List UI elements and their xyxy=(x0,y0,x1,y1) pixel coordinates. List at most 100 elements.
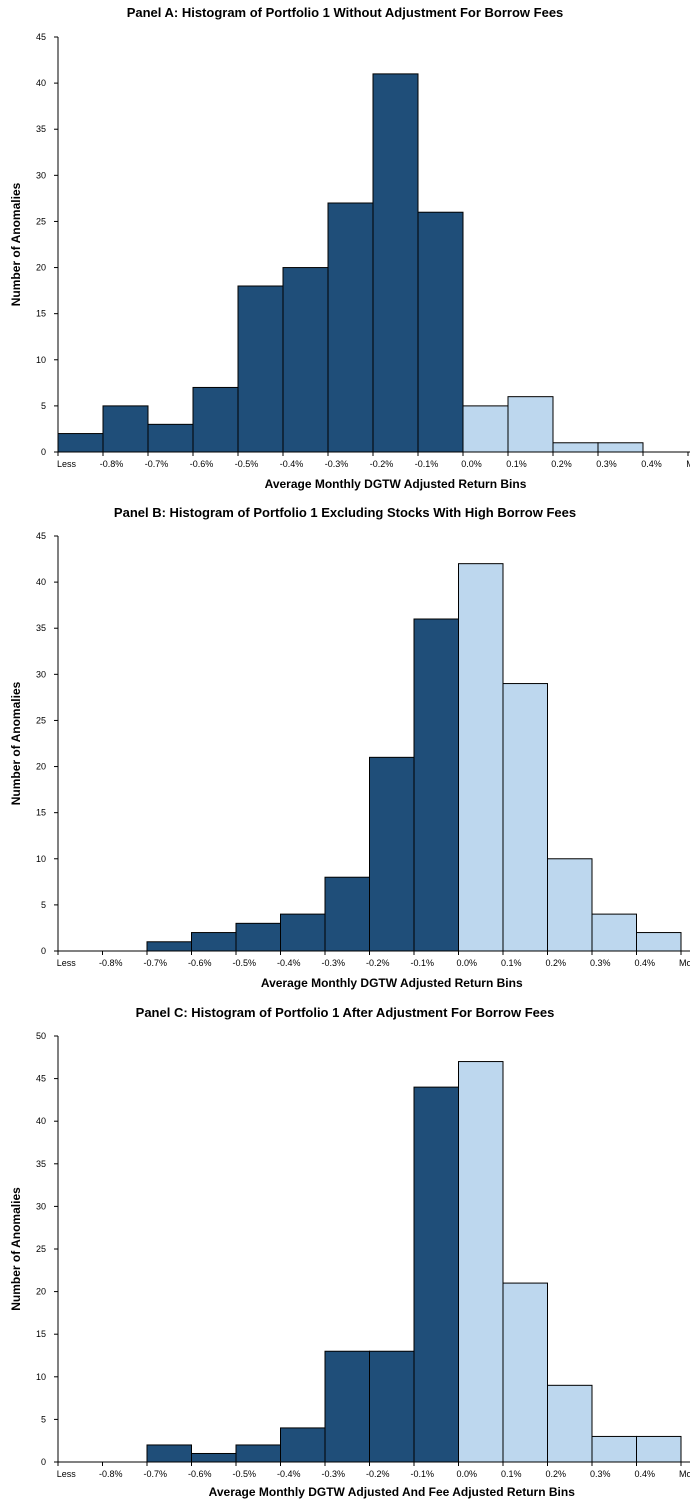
histogram-bar xyxy=(146,1444,192,1463)
histogram-bar xyxy=(282,267,329,453)
y-tick-label: 10 xyxy=(36,854,46,864)
histogram-bar xyxy=(324,876,370,952)
histogram-bar xyxy=(237,285,284,453)
x-tick-label: 0.3% xyxy=(596,459,617,469)
histogram-bar xyxy=(591,913,637,952)
chart-title: Panel C: Histogram of Portfolio 1 After … xyxy=(136,1005,555,1020)
x-tick-label: More xyxy=(679,1469,690,1479)
y-tick-label: 40 xyxy=(36,78,46,88)
y-tick-label: 30 xyxy=(36,170,46,180)
chart-title: Panel B: Histogram of Portfolio 1 Exclud… xyxy=(114,505,576,520)
x-tick-label: -0.5% xyxy=(235,459,259,469)
y-tick-label: 0 xyxy=(41,1457,46,1467)
histogram-bar xyxy=(324,1350,370,1463)
y-tick-label: 10 xyxy=(36,1372,46,1382)
x-tick-label: 0.4% xyxy=(641,459,662,469)
x-tick-label: 0.0% xyxy=(461,459,482,469)
histogram-bar xyxy=(458,563,504,952)
x-tick-label: -0.6% xyxy=(188,958,212,968)
x-tick-label: 0.1% xyxy=(506,459,527,469)
histogram-bar xyxy=(597,442,644,453)
x-tick-label: Less xyxy=(57,459,77,469)
chart-title: Panel A: Histogram of Portfolio 1 Withou… xyxy=(127,5,564,20)
x-tick-label: -0.1% xyxy=(415,459,439,469)
y-tick-label: 50 xyxy=(36,1031,46,1041)
y-tick-label: 0 xyxy=(41,946,46,956)
histogram-bar xyxy=(552,442,599,453)
x-tick-label: 0.4% xyxy=(634,1469,655,1479)
y-tick-label: 35 xyxy=(36,1159,46,1169)
x-tick-label: -0.2% xyxy=(366,958,390,968)
y-tick-label: 15 xyxy=(36,1329,46,1339)
histogram-bar xyxy=(413,618,459,952)
y-tick-label: 20 xyxy=(36,263,46,273)
x-tick-label: -0.6% xyxy=(188,1469,212,1479)
y-tick-label: 35 xyxy=(36,124,46,134)
histogram-bar xyxy=(327,202,374,453)
histogram-bar xyxy=(192,386,239,453)
x-tick-label: 0.2% xyxy=(551,459,572,469)
histogram-bar xyxy=(369,1350,415,1463)
x-tick-label: -0.2% xyxy=(366,1469,390,1479)
x-tick-label: Less xyxy=(57,1469,77,1479)
y-tick-label: 5 xyxy=(41,1414,46,1424)
histogram-bar xyxy=(102,405,149,453)
x-tick-label: 0.2% xyxy=(545,1469,566,1479)
histogram-bar xyxy=(191,1452,237,1463)
x-tick-label: 0.0% xyxy=(456,1469,477,1479)
histogram-bar xyxy=(636,1435,682,1463)
y-tick-label: 25 xyxy=(36,1244,46,1254)
histogram-bar xyxy=(507,396,554,453)
y-tick-label: 15 xyxy=(36,808,46,818)
histogram-bar xyxy=(502,1282,548,1463)
histogram-bar xyxy=(147,423,194,453)
x-tick-label: Less xyxy=(57,958,77,968)
histogram-bar xyxy=(413,1086,459,1463)
x-tick-label: 0.4% xyxy=(634,958,655,968)
x-tick-label: -0.8% xyxy=(99,1469,123,1479)
y-tick-label: 5 xyxy=(41,900,46,910)
x-axis-label: Average Monthly DGTW Adjusted Return Bin… xyxy=(265,477,527,491)
x-tick-label: 0.1% xyxy=(501,1469,522,1479)
histogram-bar xyxy=(417,211,464,453)
y-tick-label: 45 xyxy=(36,32,46,42)
y-tick-label: 45 xyxy=(36,531,46,541)
x-tick-label: 0.2% xyxy=(545,958,566,968)
histogram-bar xyxy=(462,405,509,453)
y-tick-label: 0 xyxy=(41,447,46,457)
histogram-bar xyxy=(146,941,192,952)
histogram-bar xyxy=(369,756,415,952)
x-tick-label: 0.3% xyxy=(590,958,611,968)
y-tick-label: 25 xyxy=(36,216,46,226)
x-axis-label: Average Monthly DGTW Adjusted And Fee Ad… xyxy=(209,1485,576,1499)
histogram-bar xyxy=(547,1384,593,1463)
x-tick-label: -0.5% xyxy=(232,1469,256,1479)
y-tick-label: 40 xyxy=(36,1116,46,1126)
x-tick-label: -0.8% xyxy=(99,958,123,968)
x-tick-label: -0.1% xyxy=(410,1469,434,1479)
x-tick-label: -0.7% xyxy=(145,459,169,469)
y-axis-label: Number of Anomalies xyxy=(9,182,23,306)
x-tick-label: 0.3% xyxy=(590,1469,611,1479)
histogram-bar xyxy=(235,922,281,952)
histogram-bar xyxy=(372,73,419,453)
y-tick-label: 5 xyxy=(41,401,46,411)
x-tick-label: -0.3% xyxy=(321,1469,345,1479)
y-axis-label: Number of Anomalies xyxy=(9,1187,23,1311)
y-tick-label: 10 xyxy=(36,355,46,365)
x-tick-label: -0.8% xyxy=(100,459,124,469)
x-tick-label: -0.7% xyxy=(143,1469,167,1479)
y-tick-label: 45 xyxy=(36,1074,46,1084)
y-axis-label: Number of Anomalies xyxy=(9,681,23,805)
x-tick-label: More xyxy=(686,459,690,469)
x-tick-label: -0.3% xyxy=(325,459,349,469)
y-tick-label: 35 xyxy=(36,623,46,633)
histogram-bar xyxy=(280,1427,326,1463)
x-tick-label: 0.1% xyxy=(501,958,522,968)
y-tick-label: 30 xyxy=(36,1201,46,1211)
histogram-bar xyxy=(547,858,593,952)
y-tick-label: 40 xyxy=(36,577,46,587)
x-tick-label: -0.4% xyxy=(280,459,304,469)
histogram-bar xyxy=(502,683,548,952)
